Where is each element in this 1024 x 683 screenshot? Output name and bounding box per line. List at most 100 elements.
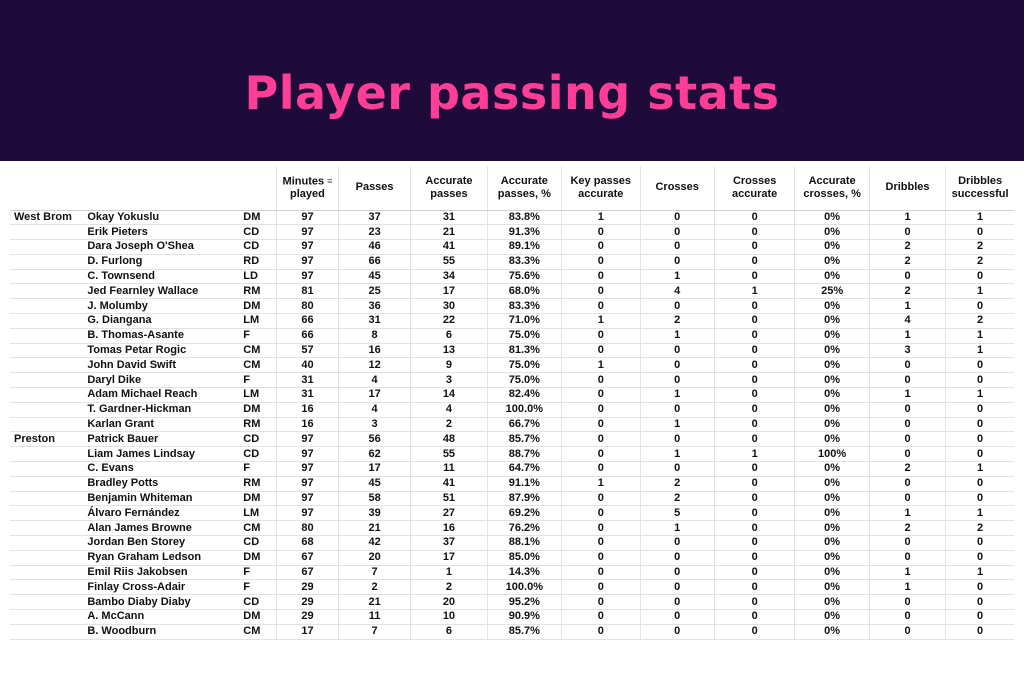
table-row: West Brom Okay Yokuslu DM 97 37 31 83.8% 1 0 0 0% 1… bbox=[10, 210, 1014, 226]
stat-cell-minutes: 31 bbox=[275, 372, 339, 389]
stat-cell-accurate-passes: 20 bbox=[410, 594, 488, 611]
stat-cell-minutes: 31 bbox=[275, 387, 339, 403]
header-player-blank bbox=[84, 166, 240, 211]
stat-cell-accurate-passes-pct: 81.3% bbox=[486, 343, 562, 359]
stat-cell-dribbles: 0 bbox=[868, 402, 946, 418]
table-row: Alan James Browne CM 80 21 16 76.2% 0 1 0 0% 2 2 bbox=[10, 520, 1014, 537]
stat-cell-minutes: 68 bbox=[275, 535, 339, 551]
stat-cell-dribbles-successful: 1 bbox=[945, 343, 1014, 359]
stat-cell-key-passes-accurate: 0 bbox=[561, 594, 641, 611]
stat-cell-crosses: 5 bbox=[639, 505, 715, 522]
stat-cell-accurate-passes-pct: 75.0% bbox=[486, 372, 562, 389]
player-position-cell: CM bbox=[239, 520, 277, 537]
team-name-cell bbox=[10, 565, 85, 581]
stat-cell-accurate-passes: 17 bbox=[410, 550, 488, 566]
table-row: G. Diangana LM 66 31 22 71.0% 1 2 0 0% 4 2 bbox=[10, 313, 1014, 329]
column-header-crosses-accurate[interactable]: Crosses accurate bbox=[713, 166, 795, 211]
player-name-cell: Ryan Graham Ledson bbox=[84, 550, 240, 566]
player-name-cell: Emil Riis Jakobsen bbox=[84, 565, 240, 581]
stat-cell-accurate-passes-pct: 69.2% bbox=[486, 505, 562, 522]
column-header-accurate-passes-pct[interactable]: Accurate passes, % bbox=[486, 166, 562, 211]
stat-cell-dribbles-successful: 0 bbox=[945, 550, 1014, 566]
column-header-accurate-passes[interactable]: Accurate passes bbox=[410, 166, 488, 211]
stat-cell-crosses: 0 bbox=[639, 609, 715, 625]
stat-cell-crosses: 0 bbox=[639, 550, 715, 566]
stat-cell-accurate-crosses-pct: 0% bbox=[794, 476, 870, 492]
stat-cell-accurate-passes-pct: 14.3% bbox=[486, 565, 562, 581]
stat-cell-accurate-crosses-pct: 0% bbox=[794, 343, 870, 359]
stat-cell-key-passes-accurate: 0 bbox=[561, 269, 641, 285]
stat-cell-dribbles: 0 bbox=[868, 491, 946, 507]
stat-cell-accurate-passes: 16 bbox=[410, 520, 488, 537]
stat-cell-crosses-accurate: 0 bbox=[713, 387, 795, 403]
stat-cell-dribbles: 0 bbox=[868, 594, 946, 611]
player-name-cell: C. Evans bbox=[84, 461, 240, 477]
stat-cell-accurate-crosses-pct: 0% bbox=[794, 417, 870, 433]
stat-cell-key-passes-accurate: 0 bbox=[561, 550, 641, 566]
stat-cell-key-passes-accurate: 0 bbox=[561, 446, 641, 463]
stat-cell-dribbles: 0 bbox=[868, 417, 946, 433]
player-position-cell: LM bbox=[239, 387, 277, 403]
stat-cell-crosses-accurate: 0 bbox=[713, 461, 795, 477]
stat-cell-crosses-accurate: 0 bbox=[713, 254, 795, 270]
stat-cell-accurate-passes: 10 bbox=[410, 609, 488, 625]
stat-cell-dribbles: 0 bbox=[868, 446, 946, 463]
stat-cell-key-passes-accurate: 0 bbox=[561, 624, 641, 640]
column-header-crosses[interactable]: Crosses bbox=[639, 166, 715, 211]
stat-cell-accurate-passes: 13 bbox=[410, 343, 488, 359]
stat-cell-dribbles: 1 bbox=[868, 328, 946, 344]
stat-cell-crosses-accurate: 0 bbox=[713, 417, 795, 433]
column-header-dribbles[interactable]: Dribbles bbox=[868, 166, 946, 211]
stat-cell-accurate-crosses-pct: 0% bbox=[794, 594, 870, 611]
stat-cell-key-passes-accurate: 0 bbox=[561, 565, 641, 581]
stat-cell-accurate-passes-pct: 95.2% bbox=[486, 594, 562, 611]
stat-cell-passes: 17 bbox=[337, 387, 411, 403]
stat-cell-accurate-passes: 6 bbox=[410, 624, 488, 640]
team-name-cell bbox=[10, 417, 85, 433]
stat-cell-crosses: 0 bbox=[639, 535, 715, 551]
stat-cell-accurate-crosses-pct: 0% bbox=[794, 269, 870, 285]
stat-cell-accurate-passes: 17 bbox=[410, 283, 488, 300]
column-header-passes[interactable]: Passes bbox=[337, 166, 411, 211]
table-row: B. Thomas-Asante F 66 8 6 75.0% 0 1 0 0% 1 1 bbox=[10, 328, 1014, 344]
player-name-cell: A. McCann bbox=[84, 609, 240, 625]
stat-cell-passes: 42 bbox=[337, 535, 411, 551]
stat-cell-key-passes-accurate: 0 bbox=[561, 417, 641, 433]
player-position-cell: CM bbox=[239, 357, 277, 374]
player-name-cell: B. Thomas-Asante bbox=[84, 328, 240, 344]
stat-cell-accurate-passes-pct: 85.7% bbox=[486, 431, 562, 448]
column-header-dribbles-successful[interactable]: Dribbles successful bbox=[945, 166, 1014, 211]
stat-cell-crosses: 1 bbox=[639, 387, 715, 403]
stat-cell-accurate-passes: 1 bbox=[410, 565, 488, 581]
player-position-cell: CD bbox=[239, 594, 277, 611]
stat-cell-passes: 39 bbox=[337, 505, 411, 522]
stat-cell-minutes: 16 bbox=[275, 417, 339, 433]
stat-cell-crosses-accurate: 0 bbox=[713, 328, 795, 344]
column-header-accurate-crosses-pct[interactable]: Accurate crosses, % bbox=[794, 166, 870, 211]
stat-cell-passes: 3 bbox=[337, 417, 411, 433]
stat-cell-accurate-crosses-pct: 0% bbox=[794, 461, 870, 477]
stat-cell-passes: 20 bbox=[337, 550, 411, 566]
column-header-key-passes-accurate[interactable]: Key passes accurate bbox=[561, 166, 641, 211]
sort-icon[interactable]: ≡ bbox=[327, 175, 333, 186]
stat-cell-accurate-passes-pct: 68.0% bbox=[486, 283, 562, 300]
table-row: A. McCann DM 29 11 10 90.9% 0 0 0 0% 0 0 bbox=[10, 609, 1014, 625]
stat-cell-crosses-accurate: 0 bbox=[713, 535, 795, 551]
stat-cell-crosses-accurate: 0 bbox=[713, 343, 795, 359]
stat-cell-accurate-passes: 48 bbox=[410, 431, 488, 448]
stat-cell-key-passes-accurate: 1 bbox=[561, 476, 641, 492]
stat-cell-minutes: 97 bbox=[275, 505, 339, 522]
stat-cell-key-passes-accurate: 0 bbox=[561, 283, 641, 300]
stat-cell-passes: 46 bbox=[337, 239, 411, 255]
player-position-cell: LM bbox=[239, 505, 277, 522]
stat-cell-dribbles: 0 bbox=[868, 624, 946, 640]
stat-cell-passes: 8 bbox=[337, 328, 411, 344]
stat-cell-key-passes-accurate: 0 bbox=[561, 387, 641, 403]
table-row: B. Woodburn CM 17 7 6 85.7% 0 0 0 0% 0 0 bbox=[10, 624, 1014, 640]
column-header-minutes[interactable]: Minutes ≡ played bbox=[275, 166, 339, 211]
stat-cell-accurate-crosses-pct: 0% bbox=[794, 491, 870, 507]
stat-cell-minutes: 97 bbox=[275, 210, 339, 226]
table-row: C. Evans F 97 17 11 64.7% 0 0 0 0% 2 1 bbox=[10, 461, 1014, 477]
stat-cell-key-passes-accurate: 0 bbox=[561, 431, 641, 448]
stat-cell-crosses: 1 bbox=[639, 446, 715, 463]
